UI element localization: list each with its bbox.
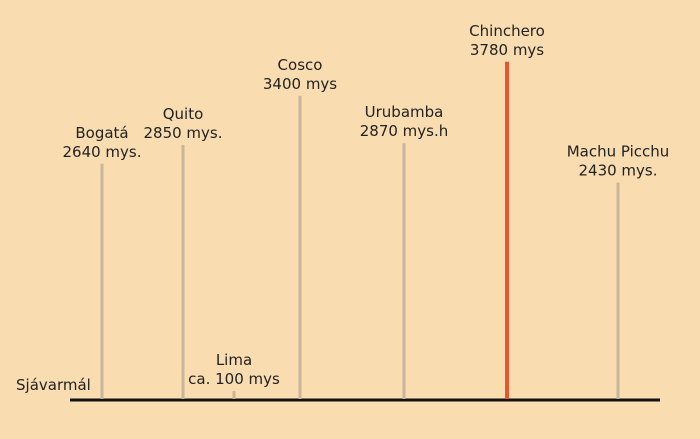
label-bogata: Bogatá [75, 124, 128, 142]
value-label-lima: ca. 100 mys [188, 370, 280, 388]
label-cosco: Cosco [278, 56, 323, 74]
sea-level-label: Sjávarmál [16, 376, 91, 394]
label-lima: Lima [216, 351, 252, 369]
label-urubamba: Urubamba [365, 103, 444, 121]
value-label-urubamba: 2870 mys.h [360, 122, 449, 140]
value-label-cosco: 3400 mys [263, 75, 337, 93]
value-label-bogata: 2640 mys. [62, 143, 141, 161]
label-machu-picchu: Machu Picchu [567, 143, 670, 161]
value-label-chinchero: 3780 mys [470, 41, 544, 59]
label-quito: Quito [163, 105, 204, 123]
value-label-machu-picchu: 2430 mys. [578, 162, 657, 180]
value-label-quito: 2850 mys. [143, 124, 222, 142]
label-chinchero: Chinchero [469, 22, 545, 40]
